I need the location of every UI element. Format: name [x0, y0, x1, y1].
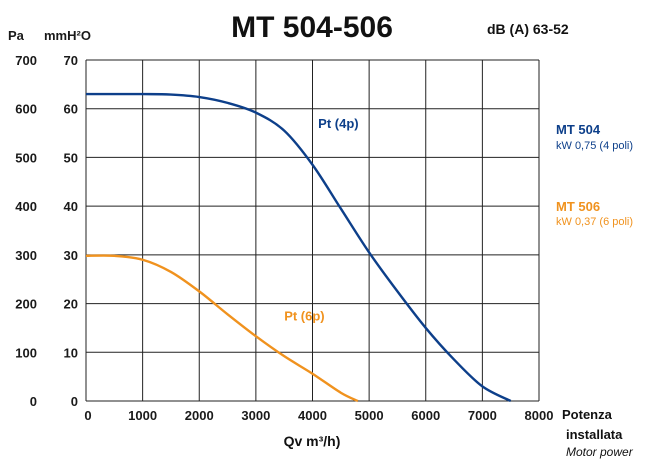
y-tick-label-pa: 200	[15, 297, 37, 312]
y-tick-label-pa: 700	[15, 53, 37, 68]
y-tick-label-mm: 30	[64, 248, 78, 263]
y-tick-label-mm: 0	[71, 394, 78, 409]
x-tick-label: 4000	[298, 408, 327, 423]
x-tick-label: 7000	[468, 408, 497, 423]
x-tick-label: 8000	[525, 408, 554, 423]
y-tick-label-pa: 600	[15, 102, 37, 117]
legend-power-506: kW 0,37 (6 poli)	[556, 216, 633, 228]
x-tick-label: 1000	[128, 408, 157, 423]
legend-model-504: MT 504	[556, 122, 601, 137]
x-tick-label: 0	[84, 408, 91, 423]
series-label-1: Pt (6p)	[284, 309, 324, 324]
curves	[85, 92, 512, 403]
noise-level: dB (A) 63-52	[487, 21, 569, 37]
x-tick-label: 3000	[241, 408, 270, 423]
series-labels: Pt (4p) Pt (6p)	[284, 116, 358, 323]
series-label-0: Pt (4p)	[318, 116, 358, 131]
y-tick-label-pa: 0	[30, 394, 37, 409]
y-tick-label-mm: 20	[64, 297, 78, 312]
series-line-0	[85, 92, 512, 403]
y-unit-left: Pa	[8, 28, 25, 43]
y-tick-label-mm: 40	[64, 199, 78, 214]
motor-power-title: Potenza	[562, 407, 613, 422]
y-tick-label-pa: 500	[15, 150, 37, 165]
x-tick-label: 2000	[185, 408, 214, 423]
x-tick-label: 5000	[355, 408, 384, 423]
grid	[85, 59, 540, 402]
motor-power-italic: Motor power	[566, 445, 634, 459]
y-tick-label-mm: 50	[64, 150, 78, 165]
y-tick-label-pa: 400	[15, 199, 37, 214]
y-tick-label-pa: 300	[15, 248, 37, 263]
y-tick-label-mm: 10	[64, 345, 78, 360]
y-tick-label-pa: 100	[15, 345, 37, 360]
y-tick-label-mm: 70	[64, 53, 78, 68]
x-tick-label: 6000	[411, 408, 440, 423]
series-line-1	[85, 254, 359, 403]
motor-power-title2: installata	[566, 427, 623, 442]
legend-power-504: kW 0,75 (4 poli)	[556, 140, 633, 152]
chart-title: MT 504-506	[231, 11, 393, 44]
legend-model-506: MT 506	[556, 199, 600, 214]
y-tick-label-mm: 60	[64, 102, 78, 117]
y-unit-right: mmH²O	[44, 28, 91, 43]
x-axis-label: Qv m³/h)	[284, 433, 341, 449]
